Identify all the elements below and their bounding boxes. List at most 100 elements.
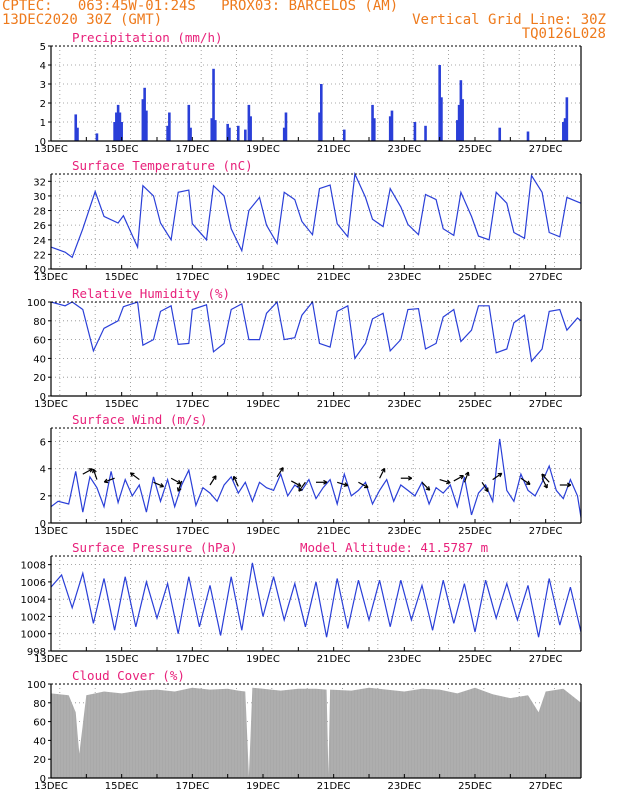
wind-arrow-shaft: [439, 478, 451, 484]
x-tick-label: 17DEC: [175, 654, 209, 665]
panel-subtitle: Model Altitude: 41.5787 m: [300, 540, 488, 555]
x-tick-label: 19DEC: [246, 272, 280, 283]
x-tick-label: 15DEC: [105, 654, 139, 665]
panel-title: Surface Wind (m/s): [72, 412, 207, 427]
wind-arrow-head: [380, 467, 386, 473]
x-tick-label: 19DEC: [246, 781, 280, 792]
x-tick-label: 23DEC: [387, 272, 421, 283]
panel-title: Surface Pressure (hPa): [72, 540, 238, 555]
y-tick-label: 1006: [21, 578, 46, 589]
precip-bar: [459, 80, 463, 141]
precip-bar: [113, 122, 116, 141]
x-tick-label: 25DEC: [458, 654, 492, 665]
y-tick-label: 5: [40, 42, 46, 53]
precip-bar: [440, 97, 443, 141]
wind-arrow-shaft: [463, 471, 469, 483]
x-tick-label: 17DEC: [175, 144, 209, 155]
wind-arrow-head: [296, 482, 302, 487]
panel-3: 0 2 4 6 13DEC 15DEC 17DEC 19DEC 21DEC 23DEC 25DEC 2…: [34, 412, 582, 537]
y-tick-label: 2: [40, 99, 46, 110]
panel-title: Cloud Cover (%): [72, 668, 185, 683]
panel-title: Relative Humidity (%): [72, 286, 230, 301]
precip-bar: [143, 87, 146, 141]
x-tick-label: 19DEC: [246, 399, 280, 410]
panel-1: 20 22 24 26 28 30 32 13DEC 15DEC 17DEC 19DEC 21DEC 2…: [33, 158, 582, 283]
precip-bar: [457, 104, 461, 141]
wind-arrow-shaft: [233, 476, 239, 487]
y-tick-label: 1002: [21, 612, 46, 623]
y-tick-label: 4: [40, 465, 46, 476]
x-tick-label: 15DEC: [105, 526, 139, 537]
header-run-date: 13DEC2020 30Z (GMT): [2, 12, 163, 28]
wind-arrow-shaft: [130, 472, 140, 481]
wind-arrow-head: [323, 479, 328, 485]
x-tick-label: 19DEC: [246, 144, 280, 155]
x-tick-label: 21DEC: [317, 526, 351, 537]
y-tick-label: 30: [33, 192, 46, 203]
y-tick-label: 0: [40, 392, 46, 403]
wind-arrow-head: [232, 475, 238, 481]
x-tick-label: 21DEC: [317, 144, 351, 155]
x-tick-label: 13DEC: [34, 781, 68, 792]
x-tick-label: 27DEC: [529, 399, 563, 410]
wind-arrow-shaft: [358, 481, 369, 489]
wind-arrow-head: [525, 480, 531, 486]
panel-5: 0 20 40 60 80 100 13DEC 15DEC 17DEC 19DEC 21DEC 23D…: [27, 668, 582, 792]
wind-arrow-head: [279, 467, 284, 472]
precip-bar: [565, 97, 569, 141]
wind-arrow-head: [159, 483, 165, 488]
y-tick-label: 0: [40, 774, 46, 785]
wind-arrow-shaft: [541, 473, 550, 483]
x-tick-label: 27DEC: [529, 144, 563, 155]
wind-arrow-head: [92, 468, 97, 474]
header-location: CPTEC: 063:45W-01:24S PROX03: BARCELOS (…: [2, 0, 399, 14]
series-line: [50, 171, 582, 259]
precip-bar: [424, 125, 427, 141]
precip-bar: [388, 116, 392, 141]
x-tick-label: 23DEC: [387, 399, 421, 410]
precip-bar: [498, 127, 502, 141]
precip-bar: [373, 118, 376, 141]
precip-bar: [342, 129, 346, 141]
x-tick-label: 25DEC: [458, 781, 492, 792]
x-tick-label: 15DEC: [105, 144, 139, 155]
precip-bar: [284, 112, 288, 141]
x-tick-label: 19DEC: [246, 654, 280, 665]
y-tick-label: 4: [40, 61, 46, 72]
y-tick-label: 60: [33, 718, 46, 729]
wind-arrow-head: [129, 472, 135, 477]
precip-bar: [563, 118, 567, 141]
wind-arrow-shaft: [492, 472, 503, 481]
y-tick-label: 20: [33, 755, 46, 766]
y-tick-label: 1: [40, 118, 46, 129]
precip-bar: [95, 133, 99, 141]
wind-arrow-shaft: [92, 468, 98, 480]
wind-arrow-head: [446, 479, 451, 485]
precip-bar: [282, 127, 286, 141]
x-tick-label: 27DEC: [529, 526, 563, 537]
wind-arrow-head: [425, 486, 431, 491]
precip-bar: [120, 122, 123, 141]
precip-bar: [145, 110, 148, 141]
wind-arrow-head: [497, 472, 503, 478]
wind-arrow-head: [212, 475, 217, 480]
precip-bar: [212, 68, 215, 141]
x-tick-label: 17DEC: [175, 781, 209, 792]
wind-arrow-head: [484, 487, 489, 493]
precip-bar: [118, 112, 122, 141]
wind-arrow-head: [103, 478, 109, 484]
x-tick-label: 15DEC: [105, 399, 139, 410]
panel-2: 0 20 40 60 80 100 13DEC 15DEC 17DEC 19DEC 21DEC 23D…: [27, 286, 582, 410]
precip-bar: [249, 116, 252, 141]
header-grid-note: Vertical Grid Line: 30Z: [412, 12, 606, 28]
wind-arrow-shaft: [82, 468, 93, 475]
precip-bar: [526, 131, 530, 141]
wind-arrow-shaft: [481, 481, 489, 492]
y-tick-label: 26: [33, 221, 46, 232]
x-tick-label: 13DEC: [34, 144, 68, 155]
wind-arrow-shaft: [290, 480, 302, 487]
precip-bar: [214, 120, 217, 141]
precip-bar: [74, 114, 78, 141]
series-line: [50, 438, 582, 518]
wind-arrow-head: [176, 487, 182, 492]
